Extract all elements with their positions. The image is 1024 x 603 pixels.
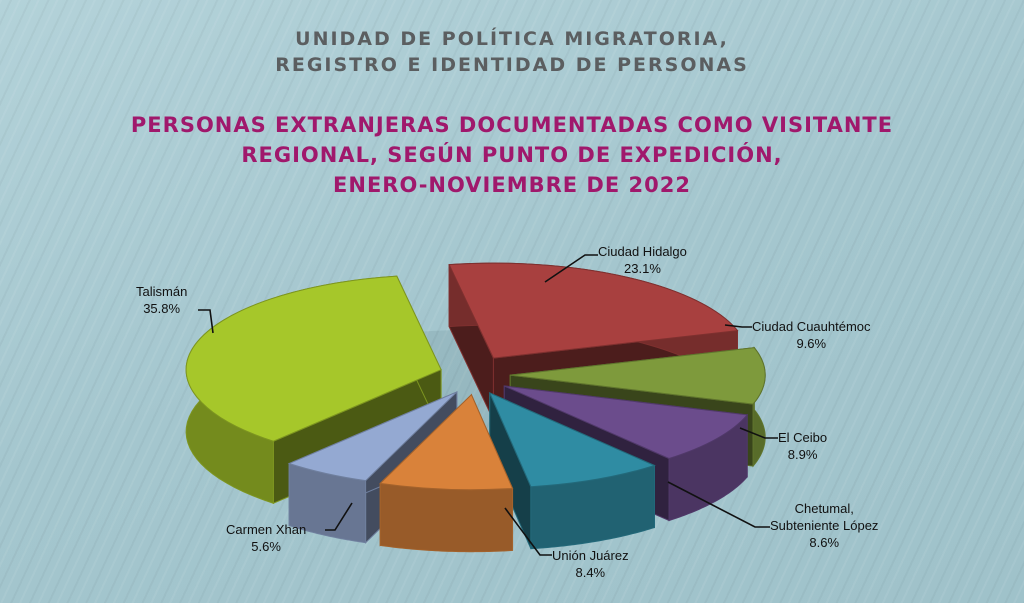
label-ciudad-hidalgo: Ciudad Hidalgo 23.1% [598, 243, 687, 277]
label-ciudad-cuauhtemoc: Ciudad Cuauhtémoc 9.6% [752, 318, 871, 352]
slice-value: 8.4% [575, 565, 606, 580]
slice-name-line-1: Chetumal, [794, 501, 854, 516]
label-carmen-xhan: Carmen Xhan 5.6% [226, 521, 306, 555]
slice-chetumal-subteniente-l-pez [488, 392, 656, 550]
header-line-1: UNIDAD DE POLÍTICA MIGRATORIA, [295, 28, 729, 50]
slice-name: Carmen Xhan [226, 522, 307, 537]
slice-outer-wall [379, 482, 514, 553]
slice-value: 23.1% [624, 261, 661, 276]
label-talisman: Talismán 35.8% [136, 283, 187, 317]
leader-el-ceibo [739, 427, 778, 439]
slice-value: 8.6% [809, 535, 840, 550]
label-el-ceibo: El Ceibo 8.9% [778, 429, 827, 463]
label-chetumal: Chetumal, Subteniente López 8.6% [770, 500, 878, 551]
slice-name: Ciudad Hidalgo [598, 244, 687, 259]
slice-top [488, 392, 656, 488]
leader-talisman [198, 309, 214, 334]
slice-top [448, 262, 739, 359]
header-line-2: REGISTRO E IDENTIDAD DE PERSONAS [275, 54, 749, 76]
slice-top [185, 275, 442, 442]
leader-carmen-xhan [325, 502, 353, 531]
slice-name: Ciudad Cuauhtémoc [752, 319, 871, 334]
slice-value: 9.6% [796, 336, 827, 351]
title-line-3: ENERO-NOVIEMBRE DE 2022 [333, 173, 691, 197]
slice-name: Talismán [136, 284, 188, 299]
slice-value: 5.6% [251, 539, 281, 554]
slice-top [379, 393, 514, 491]
slice-uni-n-ju-rez [379, 393, 514, 553]
leader-ciudad-cuauhtemoc [724, 324, 752, 328]
label-union-juarez: Unión Juárez 8.4% [552, 547, 629, 581]
slice-top [510, 347, 766, 405]
leader-chetumal [667, 481, 770, 528]
header: UNIDAD DE POLÍTICA MIGRATORIA, REGISTRO … [0, 26, 1024, 78]
leader-union-juarez [504, 507, 552, 556]
title-line-1: PERSONAS EXTRANJERAS DOCUMENTADAS COMO V… [130, 113, 894, 137]
slice-name: Unión Juárez [552, 548, 629, 563]
slice-top [287, 391, 458, 482]
slice-value: 8.9% [787, 447, 818, 462]
leader-lines [198, 254, 778, 556]
slice-top [504, 385, 749, 460]
slice-name: El Ceibo [778, 430, 828, 445]
slice-name-line-2: Subteniente López [770, 518, 879, 533]
slice-value: 35.8% [143, 301, 181, 316]
chart-title: PERSONAS EXTRANJERAS DOCUMENTADAS COMO V… [0, 110, 1024, 200]
leader-ciudad-hidalgo [544, 254, 598, 283]
title-line-2: REGIONAL, SEGÚN PUNTO DE EXPEDICIÓN, [241, 143, 783, 167]
